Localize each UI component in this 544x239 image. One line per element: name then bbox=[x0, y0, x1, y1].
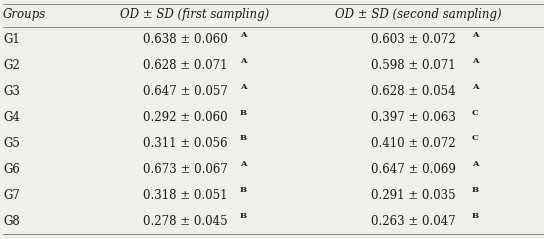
Text: G6: G6 bbox=[3, 163, 20, 176]
Text: OD ± SD (first sampling): OD ± SD (first sampling) bbox=[120, 7, 270, 21]
Text: 0.278 ± 0.045: 0.278 ± 0.045 bbox=[143, 215, 227, 228]
Text: C: C bbox=[472, 109, 478, 117]
Text: G4: G4 bbox=[3, 111, 20, 124]
Text: 0.673 ± 0.067: 0.673 ± 0.067 bbox=[143, 163, 227, 176]
Text: G8: G8 bbox=[3, 215, 20, 228]
Text: A: A bbox=[240, 57, 246, 65]
Text: B: B bbox=[239, 212, 246, 220]
Text: 0.603 ± 0.072: 0.603 ± 0.072 bbox=[370, 33, 455, 46]
Text: 0.397 ± 0.063: 0.397 ± 0.063 bbox=[370, 111, 455, 124]
Text: G2: G2 bbox=[3, 59, 20, 72]
Text: B: B bbox=[239, 186, 246, 194]
Text: 0.647 ± 0.069: 0.647 ± 0.069 bbox=[370, 163, 455, 176]
Text: A: A bbox=[472, 31, 478, 39]
Text: B: B bbox=[472, 186, 479, 194]
Text: A: A bbox=[472, 160, 478, 168]
Text: B: B bbox=[239, 109, 246, 117]
Text: 0.638 ± 0.060: 0.638 ± 0.060 bbox=[143, 33, 227, 46]
Text: 0.598 ± 0.071: 0.598 ± 0.071 bbox=[370, 59, 455, 72]
Text: A: A bbox=[472, 83, 478, 91]
Text: Groups: Groups bbox=[3, 7, 46, 21]
Text: 0.291 ± 0.035: 0.291 ± 0.035 bbox=[370, 189, 455, 202]
Text: A: A bbox=[240, 31, 246, 39]
Text: A: A bbox=[472, 57, 478, 65]
Text: G5: G5 bbox=[3, 137, 20, 150]
Text: A: A bbox=[240, 160, 246, 168]
Text: 0.647 ± 0.057: 0.647 ± 0.057 bbox=[143, 85, 227, 98]
Text: G1: G1 bbox=[3, 33, 20, 46]
Text: 0.410 ± 0.072: 0.410 ± 0.072 bbox=[370, 137, 455, 150]
Text: 0.263 ± 0.047: 0.263 ± 0.047 bbox=[370, 215, 455, 228]
Text: OD ± SD (second sampling): OD ± SD (second sampling) bbox=[335, 7, 502, 21]
Text: 0.318 ± 0.051: 0.318 ± 0.051 bbox=[143, 189, 227, 202]
Text: B: B bbox=[472, 212, 479, 220]
Text: A: A bbox=[240, 83, 246, 91]
Text: 0.628 ± 0.054: 0.628 ± 0.054 bbox=[370, 85, 455, 98]
Text: 0.628 ± 0.071: 0.628 ± 0.071 bbox=[143, 59, 227, 72]
Text: G3: G3 bbox=[3, 85, 20, 98]
Text: C: C bbox=[472, 135, 478, 142]
Text: B: B bbox=[239, 135, 246, 142]
Text: G7: G7 bbox=[3, 189, 20, 202]
Text: 0.311 ± 0.056: 0.311 ± 0.056 bbox=[143, 137, 227, 150]
Text: 0.292 ± 0.060: 0.292 ± 0.060 bbox=[143, 111, 227, 124]
